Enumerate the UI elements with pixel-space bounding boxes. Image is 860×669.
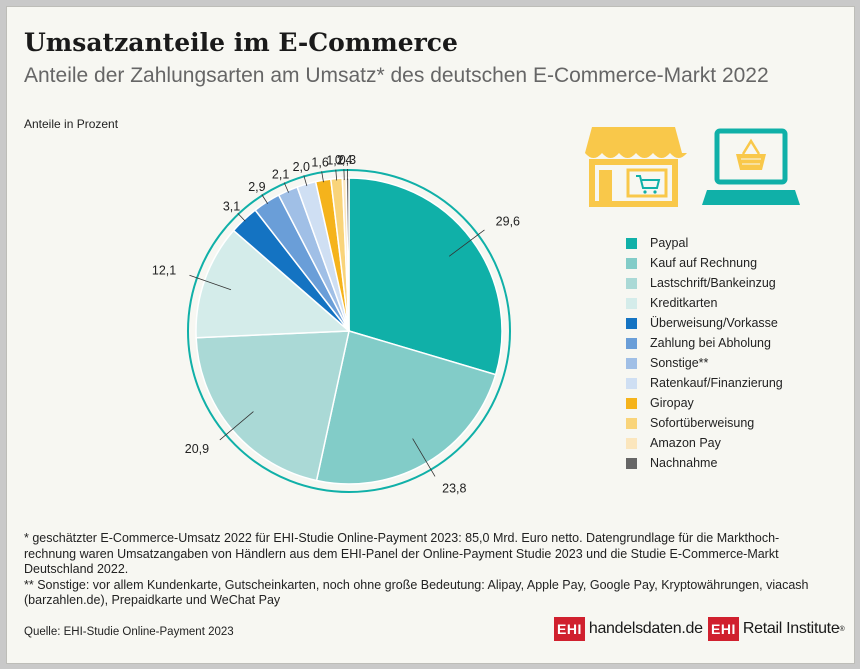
legend-label: Kauf auf Rechnung	[650, 256, 758, 270]
leader-line-ratenkauf-finanzierung	[303, 175, 308, 187]
legend-label: Nachnahme	[650, 456, 718, 470]
legend-item-amazon-pay: Amazon Pay	[626, 433, 783, 453]
legend-label: Kreditkarten	[650, 296, 718, 310]
data-label-zahlung-bei-abholung: 2,9	[248, 180, 265, 194]
footnotes: * geschätzter E-Commerce-Umsatz 2022 für…	[24, 531, 824, 609]
leader-line-berweisung-vorkasse	[237, 212, 246, 222]
storefront-cart-icon	[585, 127, 687, 207]
handelsdaten-wordmark: handelsdaten.de	[588, 620, 703, 637]
legend-swatch	[626, 237, 637, 249]
legend-item-paypal: Paypal	[626, 233, 783, 253]
legend-swatch	[626, 257, 637, 269]
legend-swatch	[626, 337, 637, 349]
legend-swatch	[626, 317, 637, 329]
legend-item-nachnahme: Nachnahme	[626, 453, 783, 473]
leader-line-sofort-berweisung	[335, 169, 338, 181]
legend-label: Giropay	[650, 396, 694, 410]
source-note: Quelle: EHI-Studie Online-Payment 2023	[24, 626, 234, 638]
legend-item-sonstige: Sonstige**	[626, 353, 783, 373]
legend-swatch	[626, 277, 637, 289]
legend-label: Zahlung bei Abholung	[650, 336, 771, 350]
legend-item-lastschrift-bankeinzug: Lastschrift/Bankeinzug	[626, 273, 783, 293]
registered-mark: ®	[839, 625, 845, 633]
legend-swatch	[626, 377, 637, 389]
data-label-sofort-berweisung: 1,2	[326, 154, 343, 168]
chart-legend: Paypal Kauf auf Rechnung Lastschrift/Banke…	[626, 233, 783, 473]
data-label-nachnahme: 0,3	[339, 153, 356, 167]
data-label-paypal: 29,6	[496, 215, 520, 229]
legend-label: Überweisung/Vorkasse	[650, 316, 778, 330]
chart-title: Umsatzanteile im E-Commerce	[24, 28, 458, 57]
unit-label: Anteile in Prozent	[24, 117, 119, 131]
data-label-amazon-pay: 0,4	[335, 153, 352, 167]
legend-item-sofort-berweisung: Sofortüberweisung	[626, 413, 783, 433]
data-label-sonstige: 2,1	[272, 167, 289, 181]
leader-line-sonstige	[283, 182, 289, 193]
ehi-logo-box-2: EHI	[708, 617, 739, 641]
leader-line-kauf-auf-rechnung	[412, 438, 436, 477]
legend-swatch	[626, 357, 637, 369]
legend-item-kauf-auf-rechnung: Kauf auf Rechnung	[626, 253, 783, 273]
leader-line-giropay	[321, 171, 324, 183]
legend-label: Amazon Pay	[650, 436, 721, 450]
legend-label: Lastschrift/Bankeinzug	[650, 276, 776, 290]
legend-item-berweisung-vorkasse: Überweisung/Vorkasse	[626, 313, 783, 333]
data-label-lastschrift-bankeinzug: 20,9	[185, 442, 209, 456]
legend-swatch	[626, 417, 637, 429]
legend-swatch	[626, 397, 637, 409]
legend-swatch	[626, 457, 637, 469]
legend-label: Sonstige**	[650, 356, 709, 370]
pie-outer-ring	[187, 169, 511, 493]
ehi-retail-institute-logo: EHI Retail Institute ®	[708, 617, 845, 641]
legend-item-giropay: Giropay	[626, 393, 783, 413]
handelsdaten-logo: EHI handelsdaten.de	[554, 617, 703, 641]
chart-subtitle: Anteile der Zahlungsarten am Umsatz* des…	[24, 64, 769, 87]
leader-line-lastschrift-bankeinzug	[219, 411, 254, 441]
legend-label: Sofortüberweisung	[650, 416, 755, 430]
leader-line-kreditkarten	[189, 274, 232, 291]
footnote-sonstige: ** Sonstige: vor allem Kundenkarte, Guts…	[24, 577, 809, 608]
legend-item-kreditkarten: Kreditkarten	[626, 293, 783, 313]
leader-line-zahlung-bei-abholung	[261, 194, 269, 204]
legend-label: Paypal	[650, 236, 689, 250]
footnote-estimate: * geschätzter E-Commerce-Umsatz 2022 für…	[24, 531, 780, 576]
data-label-giropay: 1,6	[311, 155, 328, 169]
data-label-kauf-auf-rechnung: 23,8	[442, 482, 466, 496]
ehi-logo-box: EHI	[554, 617, 585, 641]
data-label-kreditkarten: 12,1	[152, 264, 176, 278]
legend-item-ratenkauf-finanzierung: Ratenkauf/Finanzierung	[626, 373, 783, 393]
laptop-basket-icon	[702, 128, 800, 205]
leader-line-paypal	[448, 229, 485, 257]
legend-label: Ratenkauf/Finanzierung	[650, 376, 783, 390]
data-label-ratenkauf-finanzierung: 2,0	[293, 160, 310, 174]
retail-institute-wordmark: Retail Institute	[742, 620, 840, 637]
legend-swatch	[626, 297, 637, 309]
legend-swatch	[626, 437, 637, 449]
data-label-berweisung-vorkasse: 3,1	[223, 200, 240, 214]
legend-item-zahlung-bei-abholung: Zahlung bei Abholung	[626, 333, 783, 353]
